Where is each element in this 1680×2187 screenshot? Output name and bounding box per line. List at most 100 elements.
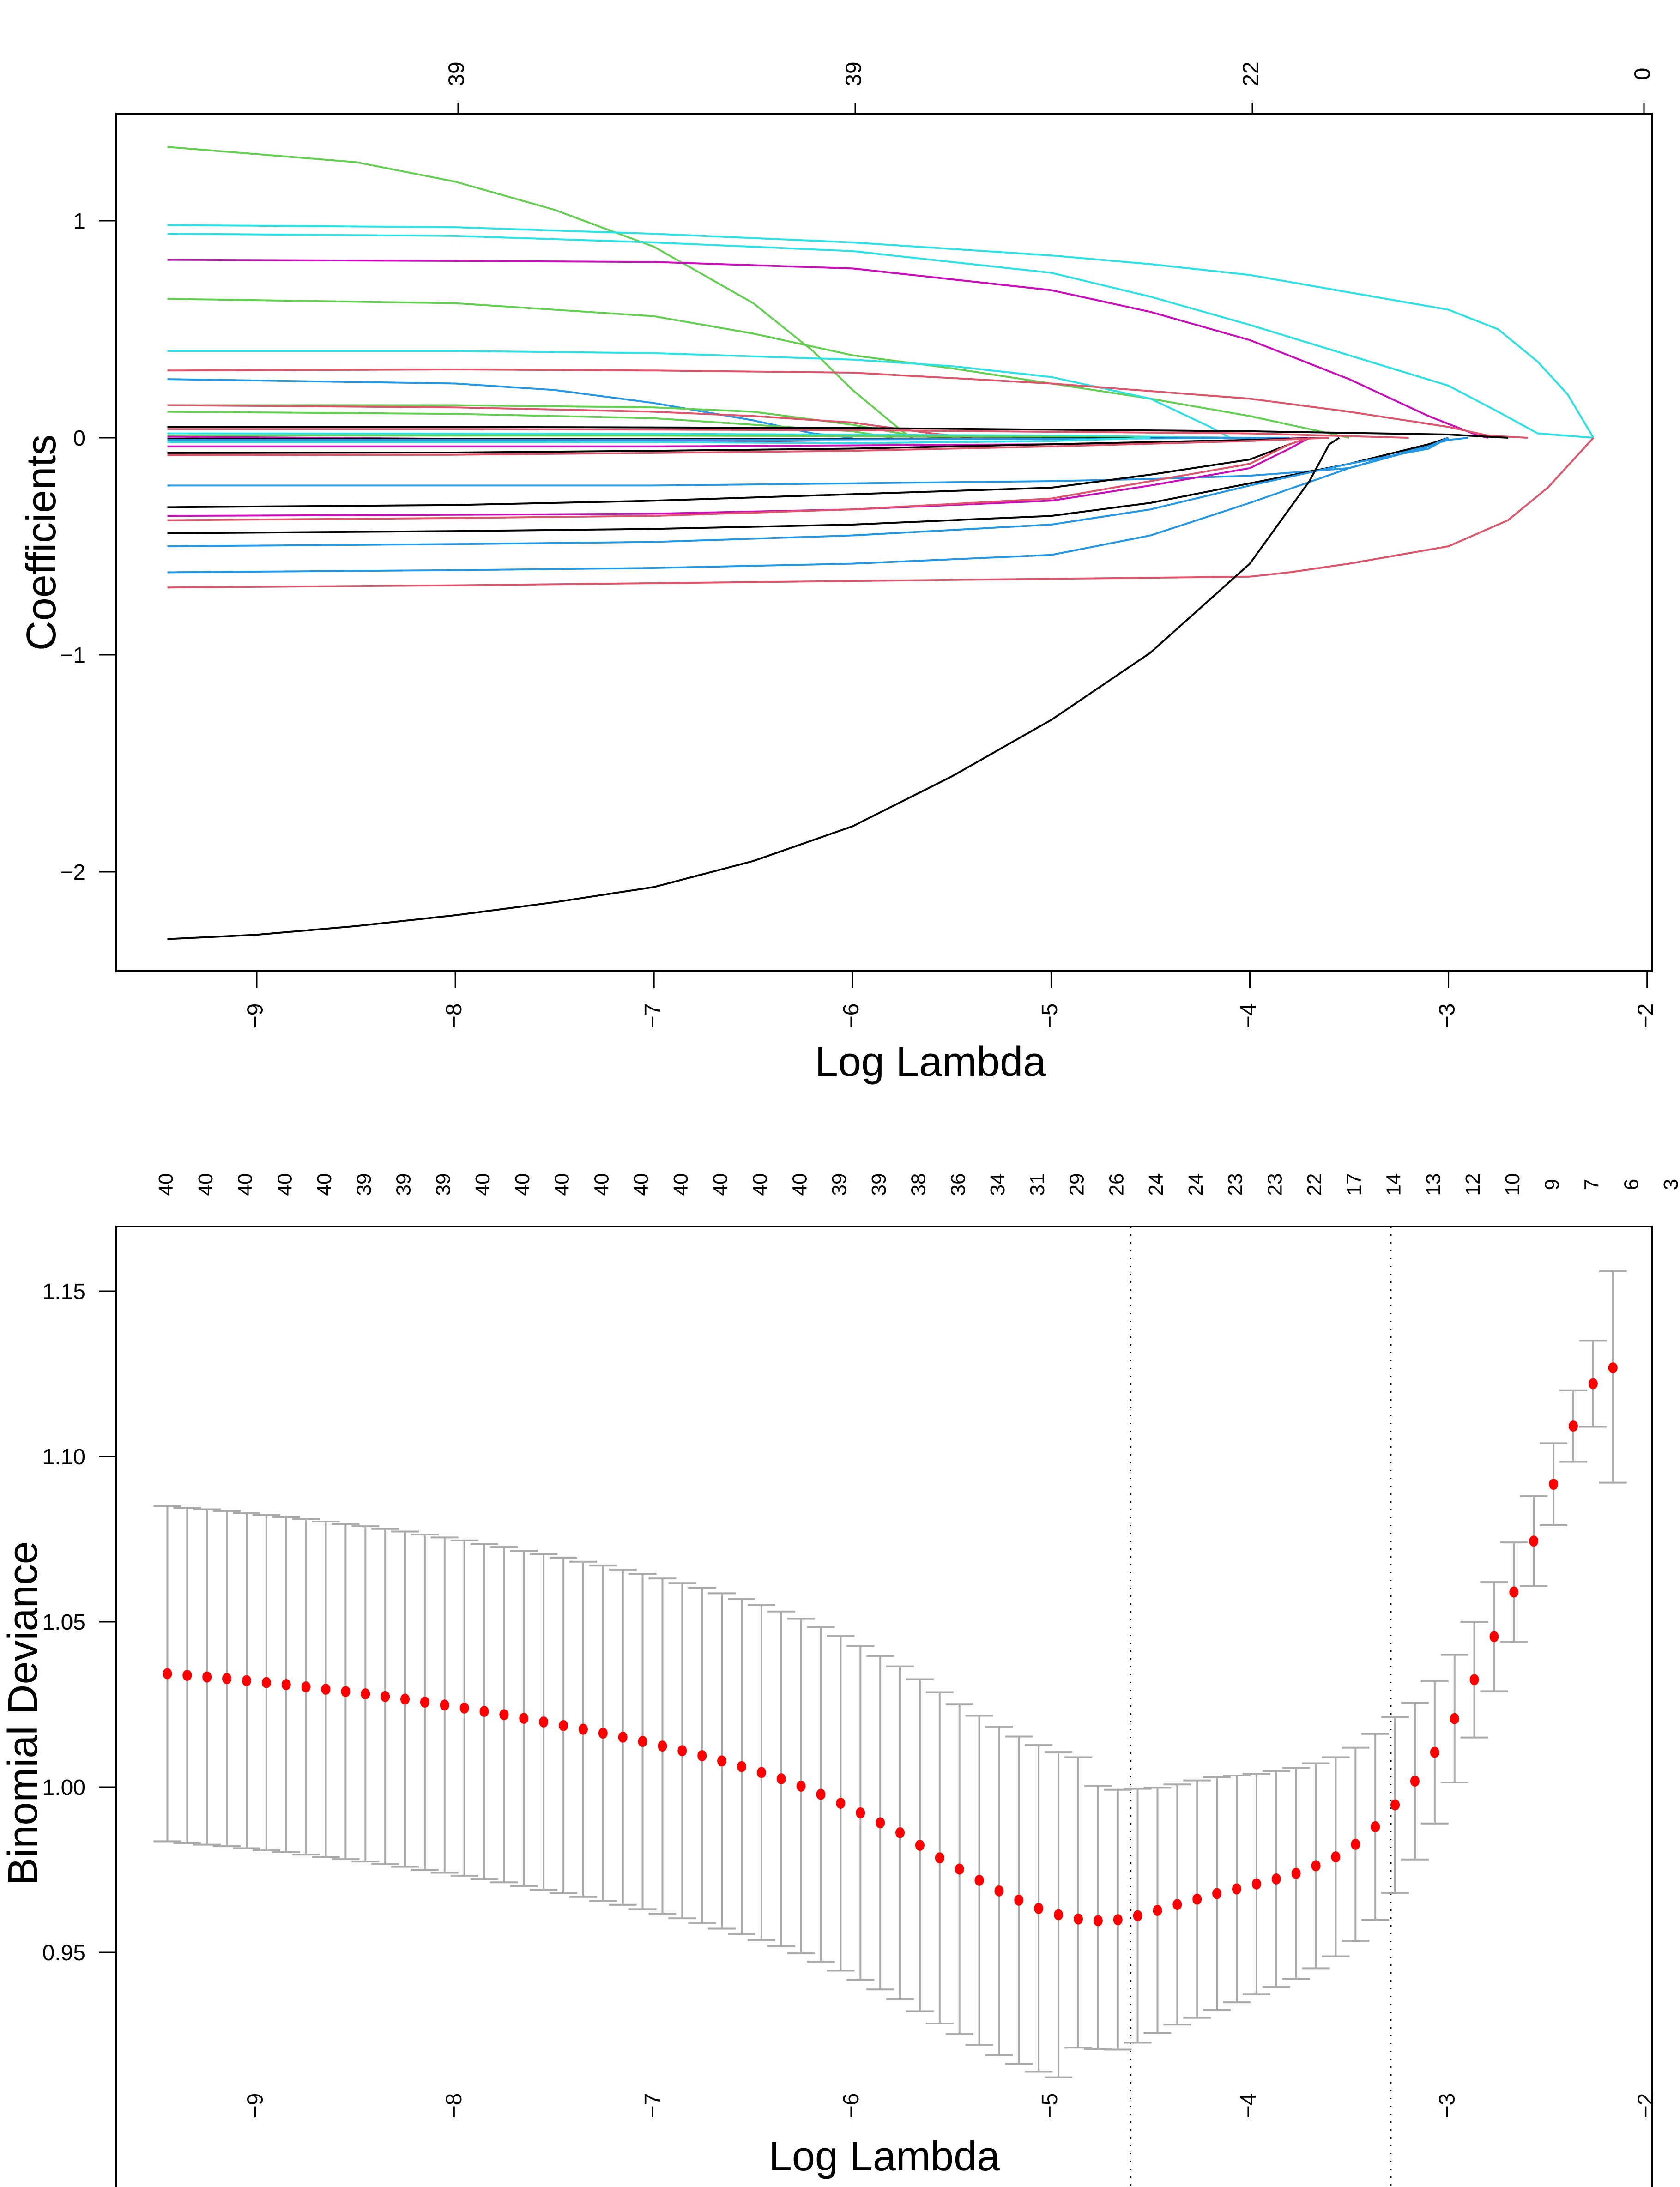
df-tick-label: 39 [432, 1173, 454, 1196]
df-tick-label: 7 [1581, 1179, 1603, 1190]
df-tick-label: 40 [590, 1173, 613, 1196]
df-tick-label: 29 [1066, 1173, 1088, 1196]
cv-point [222, 1673, 232, 1685]
cv-point [836, 1798, 846, 1809]
cv-point [1192, 1893, 1202, 1905]
x-tick-label: −4 [1236, 2093, 1261, 2119]
coef-path-v21 [167, 437, 1329, 454]
coef-path-v30 [167, 437, 1595, 589]
x-tick-label: −6 [839, 2093, 864, 2119]
cv-point [1390, 1799, 1400, 1811]
df-tick-label: 40 [155, 1173, 177, 1196]
y-tick-label: 1.00 [42, 1776, 85, 1800]
cv-point [598, 1728, 608, 1739]
cv-point [1608, 1362, 1618, 1374]
coef-path-v14 [167, 432, 1250, 439]
df-tick-label: 34 [986, 1173, 1009, 1196]
cv-point [1073, 1913, 1083, 1925]
coef-path-v8 [167, 378, 853, 439]
coef-path-v18 [167, 437, 1290, 441]
coef-path-v4 [167, 259, 1489, 439]
cv-point [1489, 1631, 1499, 1643]
x-tick-label: −4 [1236, 1003, 1261, 1029]
y-tick-label: −2 [60, 860, 85, 885]
df-tick-label: 39 [353, 1173, 375, 1196]
df-tick-label: 39 [842, 61, 866, 86]
y-tick-label: 0.95 [42, 1941, 85, 1965]
df-tick-label: 39 [445, 61, 469, 86]
cv-mean-points [163, 1362, 1618, 1927]
cv-point [1093, 1915, 1103, 1927]
cv-error-bars [153, 1270, 1627, 2078]
top-plot-df-axis: 39 39 22 0 [445, 61, 1655, 114]
cv-point [361, 1688, 370, 1700]
x-tick-label: −7 [641, 2093, 665, 2119]
cv-point [915, 1840, 925, 1851]
cv-point [974, 1874, 984, 1886]
cv-point [796, 1780, 806, 1792]
x-tick-label: −6 [839, 1003, 864, 1029]
y-tick-label: 1.15 [42, 1280, 85, 1304]
df-tick-label: 39 [393, 1173, 415, 1196]
cv-point [163, 1668, 172, 1680]
cv-point [1212, 1888, 1222, 1899]
coef-path-v7 [167, 369, 1528, 439]
coef-path-v27 [167, 437, 1449, 534]
top-plot-frame [115, 113, 1653, 972]
coef-path-v28 [167, 437, 1449, 547]
cv-point [618, 1731, 628, 1743]
coef-path-v2 [167, 224, 1595, 439]
cv-point [1509, 1586, 1519, 1598]
df-tick-label: 39 [828, 1173, 851, 1196]
df-tick-label: 0 [1631, 68, 1655, 80]
coef-path-v26 [167, 437, 1310, 521]
cv-point [1271, 1873, 1281, 1885]
x-tick-label: −2 [1633, 2093, 1658, 2119]
top-plot-x-label: Log Lambda [815, 1039, 1046, 1085]
cv-point [876, 1817, 885, 1829]
cv-point [737, 1761, 747, 1772]
cv-point [955, 1863, 964, 1875]
df-tick-label: 22 [1239, 61, 1263, 86]
x-tick-label: −7 [641, 1003, 665, 1029]
lambda-reference-lines [1130, 1226, 1392, 2187]
df-tick-label: 12 [1462, 1173, 1484, 1196]
cv-point [1430, 1746, 1439, 1758]
cv-point [717, 1755, 727, 1767]
df-tick-label: 40 [234, 1173, 257, 1196]
coef-path-v23 [167, 437, 1468, 487]
y-tick-label: 1.10 [42, 1445, 85, 1469]
df-tick-label: 23 [1224, 1173, 1247, 1196]
x-tick-label: −8 [442, 1003, 466, 1029]
cv-point [776, 1773, 786, 1785]
coef-path-v15 [167, 435, 1151, 439]
df-tick-label: 13 [1422, 1173, 1444, 1196]
top-plot-y-axis: −2 −1 0 1 [60, 209, 116, 885]
df-tick-label: 39 [868, 1173, 890, 1196]
cv-point [816, 1788, 826, 1800]
x-tick-label: −5 [1038, 1003, 1062, 1029]
cv-point [756, 1767, 766, 1778]
cv-point [1172, 1899, 1182, 1910]
cv-point [578, 1723, 588, 1735]
df-tick-label: 14 [1383, 1173, 1405, 1196]
df-tick-label: 23 [1263, 1173, 1286, 1196]
cv-point [499, 1709, 509, 1721]
x-tick-label: −5 [1038, 2093, 1062, 2119]
x-tick-label: −9 [243, 2093, 268, 2119]
y-tick-label: 1 [73, 209, 85, 234]
cv-point [539, 1716, 549, 1728]
coefficient-path-plot: −9 −8 −7 −6 −5 −4 −3 −2 −2 −1 0 1 39 39 22 0 Log Lamb… [18, 61, 1658, 1085]
df-tick-label: 40 [273, 1173, 296, 1196]
df-tick-label: 17 [1343, 1173, 1366, 1196]
coef-path-v29 [167, 437, 1449, 574]
cv-point [677, 1745, 687, 1757]
top-plot-x-axis: −9 −8 −7 −6 −5 −4 −3 −2 [243, 970, 1658, 1029]
df-tick-label: 6 [1620, 1179, 1643, 1190]
cv-point [1311, 1860, 1321, 1872]
cv-point [1054, 1909, 1064, 1921]
bottom-plot-y-label: Binomial Deviance [0, 1541, 46, 1885]
coef-path-v1 [167, 146, 913, 439]
df-tick-label: 40 [788, 1173, 811, 1196]
cv-point [935, 1852, 944, 1864]
